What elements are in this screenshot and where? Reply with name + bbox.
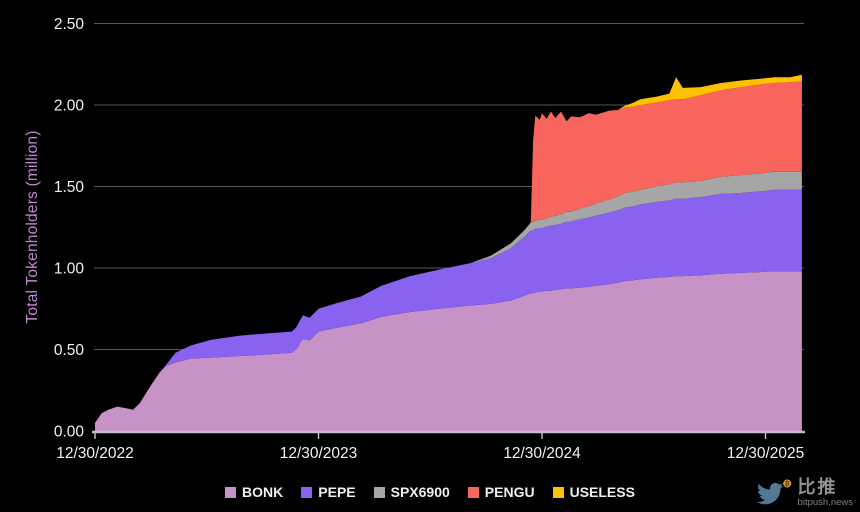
legend-label-spx6900: SPX6900 <box>390 484 450 500</box>
legend-swatch-bonk <box>225 486 237 498</box>
legend-item-pepe: PEPE <box>301 484 356 500</box>
x-tick-label-0: 12/30/2022 <box>56 445 134 462</box>
legend-label-pepe: PEPE <box>318 484 356 500</box>
y-tick-label-1: 0.50 <box>54 342 85 359</box>
legend-label-pengu: PENGU <box>484 484 535 500</box>
watermark: ₿ 比推 bitpush.news <box>756 477 853 509</box>
y-tick-label-0: 0.00 <box>54 424 85 441</box>
legend-label-bonk: BONK <box>242 484 284 500</box>
legend-item-useless: USELESS <box>552 484 635 500</box>
x-tick-label-2: 12/30/2024 <box>503 445 581 462</box>
bitpush-bird-icon: ₿ <box>756 479 791 505</box>
legend-swatch-pengu <box>467 486 479 498</box>
area-pengu <box>95 81 802 423</box>
x-tick-label-1: 12/30/2023 <box>280 445 358 462</box>
legend-item-spx6900: SPX6900 <box>373 484 450 500</box>
area-bonk <box>95 271 802 431</box>
watermark-brand-name: 比推 <box>797 477 838 498</box>
x-tick-label-3: 12/30/2025 <box>727 445 805 462</box>
legend-item-bonk: BONK <box>225 484 283 500</box>
y-tick-label-3: 1.50 <box>54 179 85 196</box>
y-tick-label-2: 1.00 <box>54 261 85 278</box>
legend-item-pengu: PENGU <box>467 484 535 500</box>
area-pepe <box>95 189 802 423</box>
svg-text:₿: ₿ <box>784 481 789 488</box>
watermark-domain: bitpush.news <box>797 497 853 509</box>
y-tick-label-5: 2.50 <box>54 16 85 33</box>
legend-label-useless: USELESS <box>569 484 635 500</box>
legend-swatch-useless <box>552 486 564 498</box>
y-axis-title: Total Tokenholders (million) <box>24 130 41 324</box>
coin-icon <box>782 479 791 488</box>
legend-swatch-spx6900 <box>373 486 385 498</box>
legend: BONK PEPE SPX6900 PENGU USELESS <box>0 480 860 504</box>
y-tick-label-4: 2.00 <box>54 98 85 115</box>
legend-swatch-pepe <box>301 486 313 498</box>
